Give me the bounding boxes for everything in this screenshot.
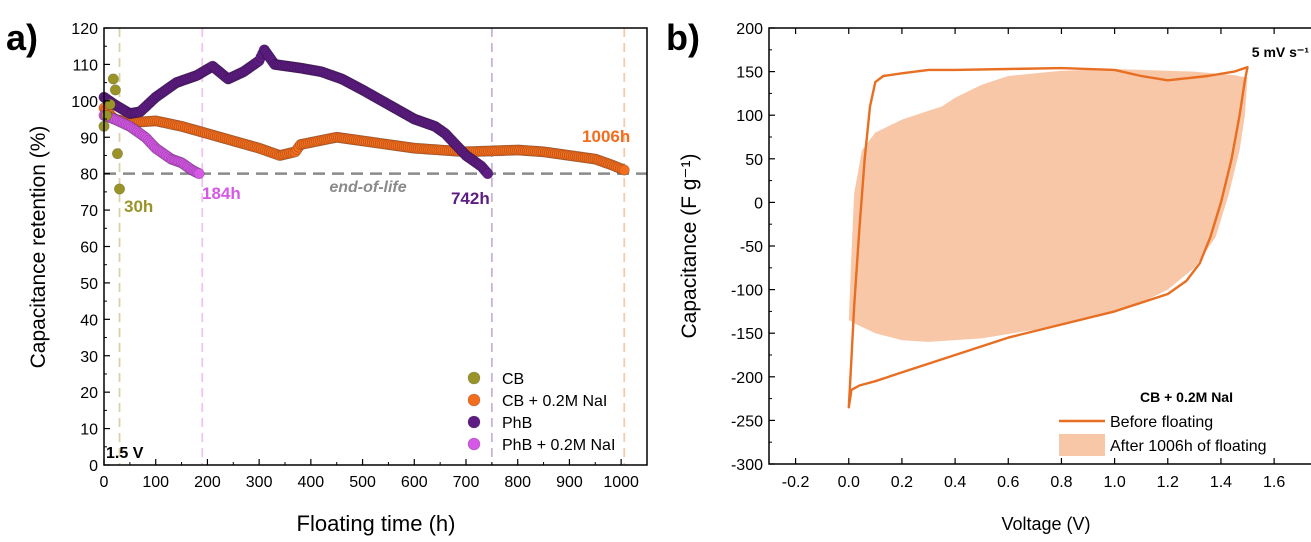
data-point [618,164,630,176]
y-tick-label-a: 100 [71,94,98,111]
legend-label-after: After 1006h of floating [1110,438,1267,455]
series-cb_nai [98,102,630,176]
y-tick-label-b: 0 [754,195,763,212]
data-point [111,148,123,160]
end-marker-lines [118,28,626,465]
legend-b: Before floating After 1006h of floating [1059,414,1267,456]
y-tick-label-a: 0 [89,458,98,475]
y-tick-label-a: 40 [80,312,98,329]
x-tick-label-b: 0.4 [944,474,966,491]
after-floating-area [848,69,1248,342]
x-tick-label-a: 700 [453,474,480,491]
data-point [107,73,119,85]
legend-marker-a [467,415,481,429]
y-axis-label-b: Capacitance (F g⁻¹) [678,154,701,339]
eol-label: end-of-life [329,179,406,196]
x-tick-label-a: 600 [401,474,428,491]
y-tick-label-a: 120 [71,21,98,38]
y-tick-label-b: 100 [736,108,763,125]
panel-a-label: a) [6,17,38,58]
y-tick-label-a: 30 [80,349,98,366]
legend-a: CB CB + 0.2M NaI PhB PhB + 0.2M NaI [467,371,615,454]
end-labels: 30h 184h 742h 1006h [124,127,630,216]
panel-a: a) 0 100 200 300 400 500 600 700 800 900 1000 0 10 2… [6,17,648,536]
y-tick-label-a: 110 [72,57,98,74]
y-tick-label-a: 60 [80,240,98,257]
legend-b-title: CB + 0.2M NaI [1140,389,1233,405]
y-tick-label-a: 80 [80,167,98,184]
y-tick-label-b: 200 [736,21,763,38]
legend-marker-a [467,393,481,407]
series-phb [98,44,494,180]
x-tick-label-b: 0.2 [891,474,913,491]
y-tick-label-a: 20 [80,385,98,402]
x-tick-label-b: 1.6 [1263,474,1285,491]
x-axis-label-a: Floating time (h) [297,511,456,536]
x-tick-label-b: 0.6 [997,474,1019,491]
end-label: 30h [124,197,153,216]
before-floating-line [847,66,1249,409]
legend-marker-a [467,371,481,385]
y-axis-label-a: Capacitance retention (%) [27,126,50,369]
rate-label: 5 mV s⁻¹ [1252,44,1310,60]
data-point [104,98,116,110]
series-phb_nai [98,109,205,180]
x-tick-label-b: 1.2 [1157,474,1179,491]
x-tick-label-a: 400 [298,474,325,491]
retention-series [98,44,630,195]
series-cb [98,73,126,195]
legend-label-a: CB [502,371,524,388]
legend-label-a: PhB + 0.2M NaI [502,437,615,454]
y-ticks-a: 0 10 20 30 40 50 60 70 80 90 100 110 120 [71,21,110,475]
x-tick-label-b: 1.0 [1103,474,1125,491]
y-tick-label-a: 90 [80,130,98,147]
end-label: 1006h [582,127,630,146]
y-tick-label-a: 70 [80,203,98,220]
x-tick-label-b: -0.2 [782,474,810,491]
y-tick-label-b: 150 [736,65,763,82]
x-tick-label-a: 800 [504,474,531,491]
x-tick-label-b: 0.0 [838,474,860,491]
x-tick-label-a: 1000 [603,474,639,491]
legend-swatch-after [1059,434,1105,456]
x-tick-label-b: 1.4 [1210,474,1232,491]
x-tick-label-a: 0 [100,474,109,491]
x-tick-label-a: 200 [194,474,221,491]
x-ticks-a: 0 100 200 300 400 500 600 700 800 900 1000 [100,459,639,491]
legend-label-a: CB + 0.2M NaI [502,393,607,410]
panel-b: b) -0.2 0.0 0.2 0.4 0.6 0.8 1.0 1.2 1.4 1.6 -300-… [666,17,1311,534]
data-point [114,183,126,195]
y-tick-label-a: 10 [80,422,98,439]
legend-label-a: PhB [502,415,532,432]
y-tick-label-b: 50 [745,152,763,169]
x-tick-label-b: 0.8 [1050,474,1072,491]
y-tick-label-b: -300 [731,457,763,474]
x-tick-label-a: 300 [246,474,273,491]
y-tick-label-b: -50 [740,239,763,256]
y-tick-label-b: -200 [731,370,763,387]
end-label: 742h [451,189,490,208]
end-label: 184h [202,184,241,203]
x-tick-label-a: 100 [142,474,169,491]
data-point [109,84,121,96]
x-axis-label-b: Voltage (V) [1001,514,1090,534]
data-point [482,168,494,180]
voltage-label: 1.5 V [106,445,144,462]
y-ticks-b: -300 -250 -200 -150 -100 -50 0 50 100 150 200 [731,21,775,474]
y-tick-label-b: -150 [731,326,763,343]
y-tick-label-b: -250 [731,413,763,430]
legend-label-before: Before floating [1110,414,1213,431]
panel-b-label: b) [666,17,700,58]
x-tick-label-a: 900 [556,474,583,491]
y-tick-label-a: 50 [80,276,98,293]
legend-marker-a [467,437,481,451]
x-tick-label-a: 500 [349,474,376,491]
x-ticks-b: -0.2 0.0 0.2 0.4 0.6 0.8 1.0 1.2 1.4 1.6 [782,28,1285,491]
cv-series [847,66,1249,409]
data-point [193,168,205,180]
y-tick-label-b: -100 [731,283,763,300]
